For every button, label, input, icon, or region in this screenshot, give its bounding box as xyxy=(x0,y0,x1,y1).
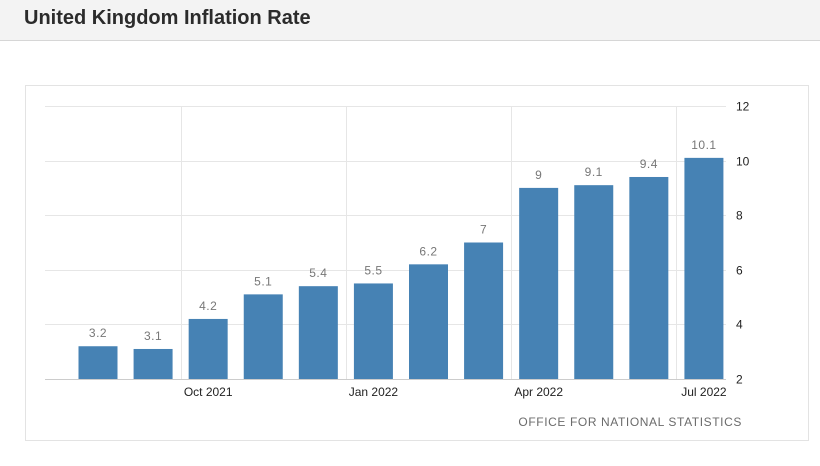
bar xyxy=(353,283,393,379)
bar xyxy=(629,176,669,379)
y-tick-label: 4 xyxy=(736,318,743,332)
bar xyxy=(519,187,559,379)
bar xyxy=(133,348,173,379)
data-label: 3.1 xyxy=(144,329,162,343)
x-tick-label: Jan 2022 xyxy=(349,385,399,399)
bar xyxy=(298,286,338,379)
data-label: 9.1 xyxy=(585,165,603,179)
data-label: 5.4 xyxy=(309,266,327,280)
data-label: 9 xyxy=(535,168,542,182)
data-label: 6.2 xyxy=(419,244,437,258)
x-tick-label: Oct 2021 xyxy=(184,385,233,399)
y-tick-label: 2 xyxy=(736,373,743,387)
data-label: 4.2 xyxy=(199,299,217,313)
y-tick-label: 6 xyxy=(736,264,743,278)
bar xyxy=(464,242,504,379)
header-bar: United Kingdom Inflation Rate xyxy=(0,0,820,41)
source-label: OFFICE FOR NATIONAL STATISTICS xyxy=(518,415,742,429)
bar xyxy=(78,346,118,379)
x-tick-label: Jul 2022 xyxy=(681,385,727,399)
data-label: 9.4 xyxy=(640,157,658,171)
data-label: 5.5 xyxy=(364,263,382,277)
data-label: 7 xyxy=(480,223,487,237)
bar xyxy=(243,294,283,379)
x-tick-label: Apr 2022 xyxy=(514,385,563,399)
y-tick-label: 8 xyxy=(736,209,743,223)
data-label: 5.1 xyxy=(254,274,272,288)
bar xyxy=(409,264,448,379)
bar xyxy=(188,318,228,379)
y-tick-label: 10 xyxy=(736,155,750,169)
y-tick-label: 12 xyxy=(736,100,750,114)
data-label: 10.1 xyxy=(691,138,716,152)
bar xyxy=(684,157,724,379)
page-title: United Kingdom Inflation Rate xyxy=(24,7,311,29)
chart-panel xyxy=(25,85,809,441)
data-label: 3.2 xyxy=(89,326,107,340)
bar xyxy=(574,185,614,379)
